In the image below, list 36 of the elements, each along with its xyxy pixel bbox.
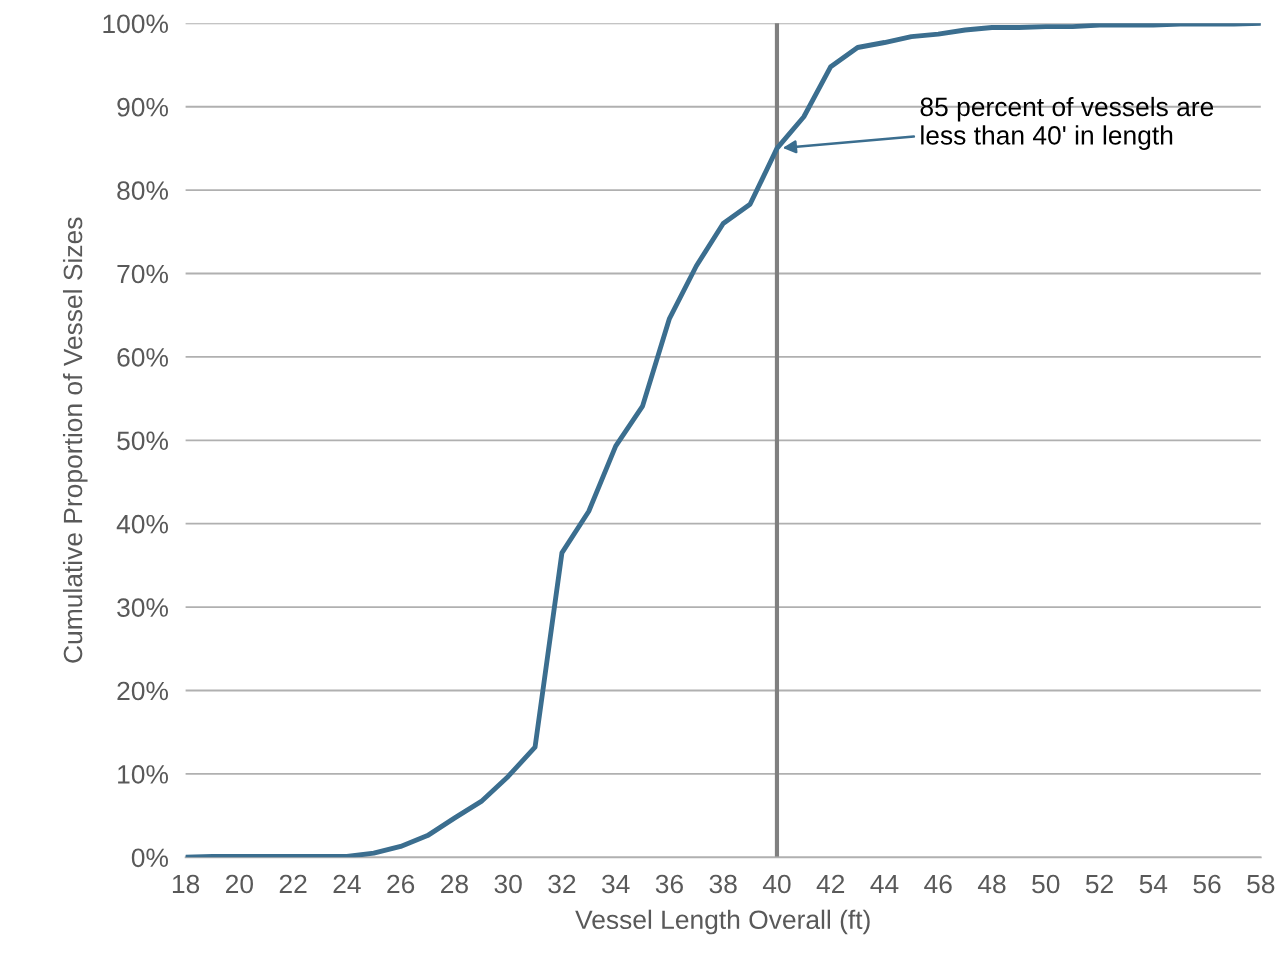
y-tick-label: 50% bbox=[117, 431, 168, 451]
x-tick-label: 28 bbox=[441, 874, 468, 894]
x-tick-label: 56 bbox=[1193, 874, 1221, 894]
x-tick-label: 40 bbox=[762, 874, 791, 894]
y-tick-label: 10% bbox=[118, 765, 168, 784]
x-tick-label: 48 bbox=[977, 874, 1006, 894]
x-tick-label: 26 bbox=[387, 874, 415, 894]
x-tick-label: 18 bbox=[172, 874, 200, 894]
x-tick-label: 42 bbox=[816, 874, 845, 894]
x-tick-label: 20 bbox=[226, 874, 254, 894]
x-tick-label: 44 bbox=[870, 874, 899, 894]
y-tick-label: 70% bbox=[117, 264, 168, 284]
y-tick-label: 30% bbox=[117, 598, 168, 617]
y-tick-label: 0% bbox=[131, 848, 168, 868]
y-tick-label: 90% bbox=[117, 97, 168, 117]
x-axis-title: Vessel Length Overall (ft) bbox=[575, 909, 870, 935]
x-tick-label: 34 bbox=[602, 874, 630, 894]
x-tick-label: 24 bbox=[333, 874, 361, 894]
x-tick-label: 32 bbox=[548, 874, 576, 894]
y-tick-label: 60% bbox=[117, 348, 168, 367]
y-tick-label: 100% bbox=[103, 14, 168, 34]
x-tick-label: 54 bbox=[1139, 874, 1168, 894]
x-tick-label: 22 bbox=[279, 874, 307, 894]
y-tick-label: 20% bbox=[117, 681, 168, 701]
x-tick-label: 36 bbox=[655, 874, 683, 894]
x-tick-label: 30 bbox=[494, 874, 522, 894]
y-tick-label: 80% bbox=[117, 181, 168, 200]
x-tick-label: 38 bbox=[709, 874, 737, 894]
annotation: 85 percent of vessels are less than 40' in length bbox=[920, 96, 1214, 150]
x-tick-label: 50 bbox=[1032, 874, 1060, 894]
y-axis-title: Cumulative Proportion of Vessel Sizes bbox=[62, 217, 88, 663]
y-tick-label: 40% bbox=[116, 514, 168, 534]
x-tick-label: 52 bbox=[1085, 874, 1113, 894]
line-series bbox=[185, 23, 1261, 858]
x-tick-label: 46 bbox=[924, 874, 952, 894]
x-tick-label: 58 bbox=[1247, 874, 1275, 894]
